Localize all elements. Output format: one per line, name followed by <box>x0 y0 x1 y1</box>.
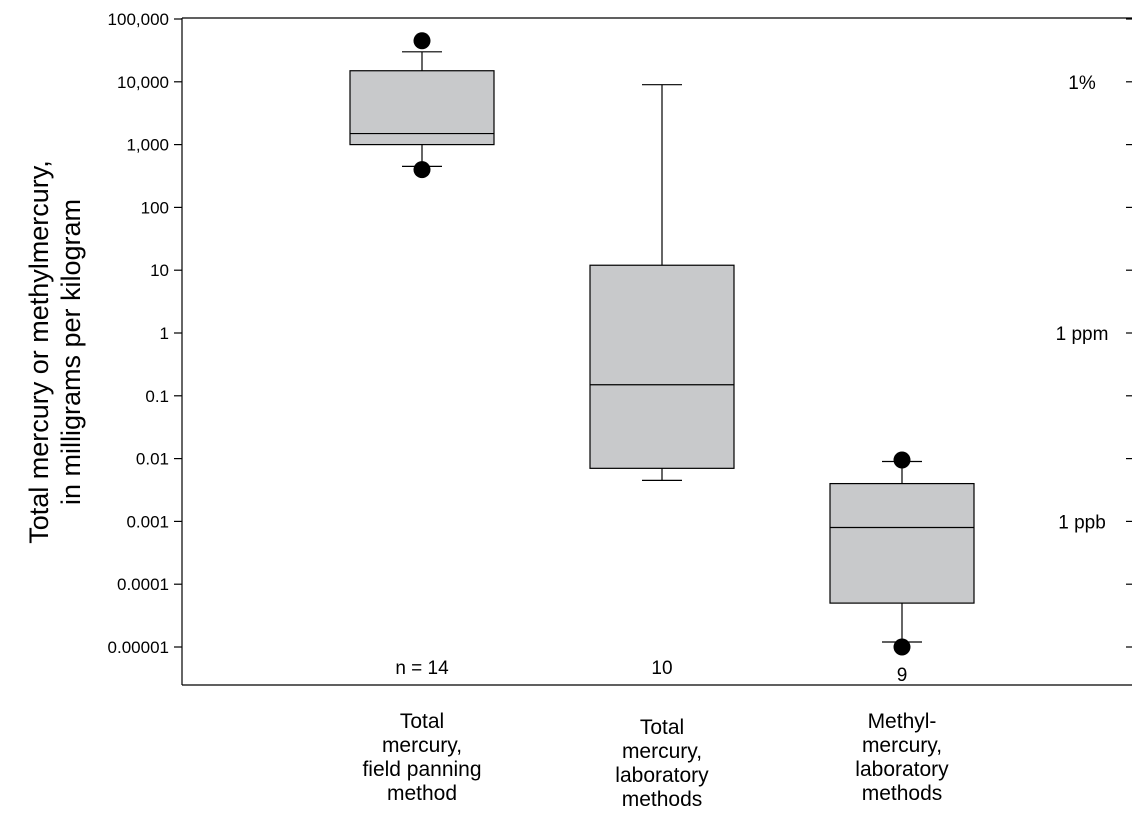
iqr-box <box>349 70 495 146</box>
y-tick-label: 0.00001 <box>108 638 169 657</box>
category-label: Total mercury, laboratory methods <box>615 716 709 811</box>
box-group <box>589 84 735 481</box>
category-label: Total mercury, field panning method <box>362 710 481 805</box>
category-label-line: Total <box>400 710 444 733</box>
category-label-line: mercury, <box>382 734 462 757</box>
category-label-line: Methyl- <box>868 710 937 733</box>
sample-size-label: 9 <box>897 665 908 686</box>
y-tick-label: 1 <box>160 324 169 343</box>
sample-size-label: n = 14 <box>395 658 449 679</box>
y-tick-label: 0.1 <box>145 387 169 406</box>
category-label-line: methods <box>622 788 703 811</box>
y-axis-title: Total mercury or methylmercury,in millig… <box>24 160 86 544</box>
outlier-point <box>893 451 911 469</box>
box-group <box>349 32 495 179</box>
outlier-point <box>413 32 431 50</box>
category-label-line: method <box>387 782 457 805</box>
category-label-line: methods <box>862 782 943 805</box>
right-annotation-label: 1% <box>1068 73 1096 94</box>
outlier-point <box>893 638 911 656</box>
axes-layer <box>174 17 1132 686</box>
y-tick-label: 0.0001 <box>117 575 169 594</box>
category-label-line: field panning <box>362 758 481 781</box>
y-axis-title-line: Total mercury or methylmercury, <box>24 160 54 544</box>
labels-layer: 100,000 10,000 1,000 100 10 1 0.1 0.01 0.001 0.00… <box>24 10 1108 811</box>
y-tick-label: 10,000 <box>117 73 169 92</box>
right-annotation-label: 1 ppb <box>1058 512 1106 533</box>
box-group <box>829 451 975 656</box>
category-label-line: laboratory <box>615 764 709 787</box>
outlier-point <box>413 161 431 179</box>
category-label-line: Total <box>640 716 684 739</box>
y-tick-label: 100 <box>141 198 169 217</box>
iqr-box <box>589 264 735 469</box>
y-tick-label: 1,000 <box>126 136 169 155</box>
sample-size-label: 10 <box>651 658 672 679</box>
y-tick-label: 100,000 <box>108 10 169 29</box>
right-annotation-label: 1 ppm <box>1056 324 1109 345</box>
category-label-line: laboratory <box>855 758 949 781</box>
y-tick-label: 10 <box>150 261 169 280</box>
y-tick-label: 0.001 <box>126 512 169 531</box>
category-label-line: mercury, <box>862 734 942 757</box>
category-label-line: mercury, <box>622 740 702 763</box>
category-label: Methyl-mercury, laboratory methods <box>855 710 949 805</box>
boxes-layer <box>349 32 975 656</box>
y-tick-label: 0.01 <box>136 450 169 469</box>
y-axis-title-line: in milligrams per kilogram <box>56 199 86 505</box>
iqr-box <box>829 482 975 604</box>
